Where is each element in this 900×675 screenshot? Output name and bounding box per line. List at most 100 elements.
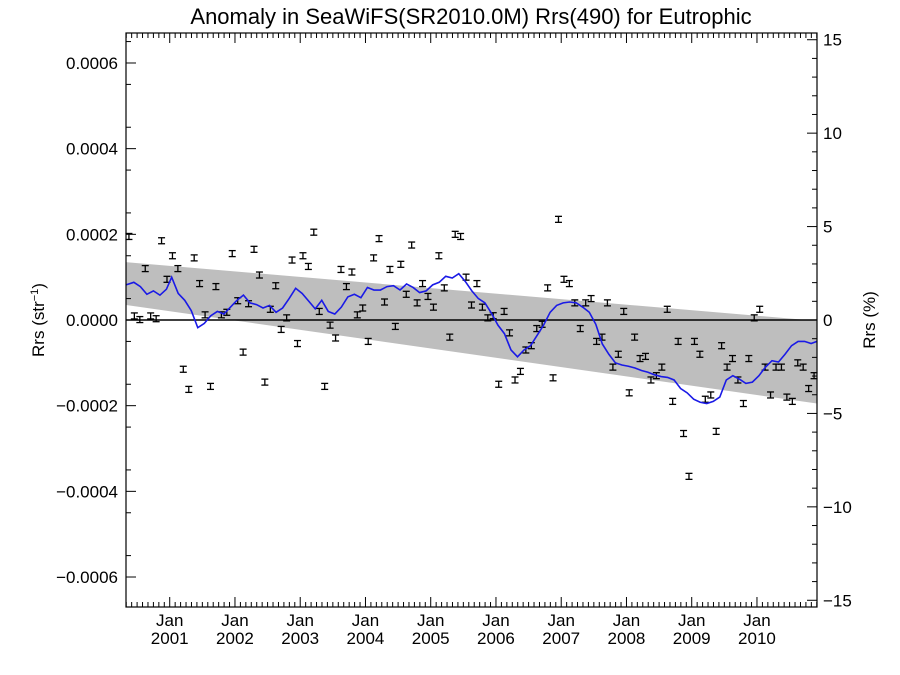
data-point xyxy=(332,334,340,342)
y-right-tick-label: −15 xyxy=(823,591,852,610)
x-tick-label-year: 2002 xyxy=(216,629,254,648)
data-point xyxy=(130,312,138,320)
data-point xyxy=(353,311,361,319)
data-point xyxy=(326,321,334,329)
data-point xyxy=(277,325,285,334)
y-left-tick-label: 0.0006 xyxy=(66,54,118,73)
data-point xyxy=(756,305,764,313)
data-point xyxy=(685,472,693,480)
data-point xyxy=(201,311,209,319)
x-tick-label-month: Jan xyxy=(156,611,183,630)
data-point xyxy=(250,245,258,253)
data-point xyxy=(723,363,731,371)
data-point xyxy=(397,260,405,268)
data-point xyxy=(712,427,720,436)
data-point xyxy=(375,234,383,243)
data-point xyxy=(141,264,149,273)
data-point xyxy=(511,376,519,384)
y-right-tick-label: 10 xyxy=(823,124,842,143)
x-tick-label-month: Jan xyxy=(613,611,640,630)
y-axis-left-label-superscript: −1 xyxy=(29,289,41,302)
data-point xyxy=(506,329,514,337)
x-tick-label-year: 2004 xyxy=(347,629,385,648)
y-left-tick-label: 0.0004 xyxy=(66,140,118,159)
data-point xyxy=(190,254,198,262)
data-point xyxy=(500,307,508,316)
data-point xyxy=(609,363,617,371)
y-left-tick-label: 0.0002 xyxy=(66,225,118,244)
data-point xyxy=(185,385,193,394)
data-point xyxy=(457,232,465,241)
data-point xyxy=(174,264,182,273)
data-point xyxy=(147,312,155,320)
x-tick-label-month: Jan xyxy=(743,611,770,630)
x-tick-label-year: 2008 xyxy=(608,629,646,648)
data-point xyxy=(158,237,166,245)
data-point xyxy=(136,315,144,324)
y-right-tick-label: 15 xyxy=(823,31,842,50)
chart-title: Anomaly in SeaWiFS(SR2010.0M) Rrs(490) f… xyxy=(190,4,751,29)
data-point xyxy=(636,354,644,363)
data-point xyxy=(478,303,486,311)
x-tick-label-month: Jan xyxy=(482,611,509,630)
data-point xyxy=(381,298,389,306)
data-point xyxy=(783,393,791,401)
data-point xyxy=(701,395,709,403)
x-tick-label-year: 2007 xyxy=(542,629,580,648)
data-point xyxy=(429,303,437,311)
data-point xyxy=(408,241,416,249)
monthly-points xyxy=(125,215,818,480)
data-point xyxy=(718,342,726,350)
data-point xyxy=(729,354,737,363)
data-point xyxy=(446,333,454,341)
data-point xyxy=(391,322,399,331)
running-mean-line xyxy=(125,272,818,405)
x-tick-label-month: Jan xyxy=(352,611,379,630)
y-axis-left-label: Rrs (str−1) xyxy=(29,283,48,357)
data-point xyxy=(767,391,775,399)
data-point xyxy=(402,290,410,298)
x-tick-label-year: 2005 xyxy=(412,629,450,648)
y-left-tick-label: −0.0004 xyxy=(56,482,118,501)
x-tick-label-month: Jan xyxy=(678,611,705,630)
data-point xyxy=(544,284,552,292)
data-point xyxy=(576,324,584,333)
data-point xyxy=(587,294,595,303)
data-point xyxy=(658,363,666,371)
data-point xyxy=(745,354,753,363)
data-point xyxy=(261,378,269,386)
data-point xyxy=(179,365,187,373)
plot-area xyxy=(125,215,818,480)
data-point xyxy=(337,265,345,274)
y-right-tick-label: 0 xyxy=(823,311,832,330)
data-point xyxy=(424,292,432,301)
data-point xyxy=(293,339,301,348)
data-point xyxy=(614,350,622,358)
data-point xyxy=(468,301,475,309)
data-point xyxy=(473,279,481,288)
x-tick-label-month: Jan xyxy=(417,611,444,630)
x-tick-label-year: 2001 xyxy=(151,629,189,648)
data-point xyxy=(152,315,160,323)
data-point xyxy=(451,230,459,238)
data-point xyxy=(196,279,204,288)
data-point xyxy=(283,314,291,322)
data-point xyxy=(663,305,671,313)
x-axis: Jan2001Jan2002Jan2003Jan2004Jan2005Jan20… xyxy=(125,33,818,648)
y-axis-left: 0.0006 0.0004 0.0002 0.0000 −0.0002 −0.0004 −0… xyxy=(56,41,136,587)
x-tick-label-year: 2003 xyxy=(281,629,319,648)
data-point xyxy=(370,254,378,262)
data-point xyxy=(386,265,394,274)
data-point xyxy=(794,359,802,367)
data-point xyxy=(777,363,785,371)
data-point xyxy=(739,399,747,408)
x-tick-label-year: 2006 xyxy=(477,629,515,648)
x-tick-label-year: 2009 xyxy=(673,629,711,648)
data-point xyxy=(304,262,312,271)
data-point xyxy=(620,307,628,316)
data-point xyxy=(516,367,524,376)
y-axis-right: 15 10 5 0 −5 −10 −15 xyxy=(807,31,852,610)
data-point xyxy=(750,314,758,322)
data-point xyxy=(299,252,307,260)
